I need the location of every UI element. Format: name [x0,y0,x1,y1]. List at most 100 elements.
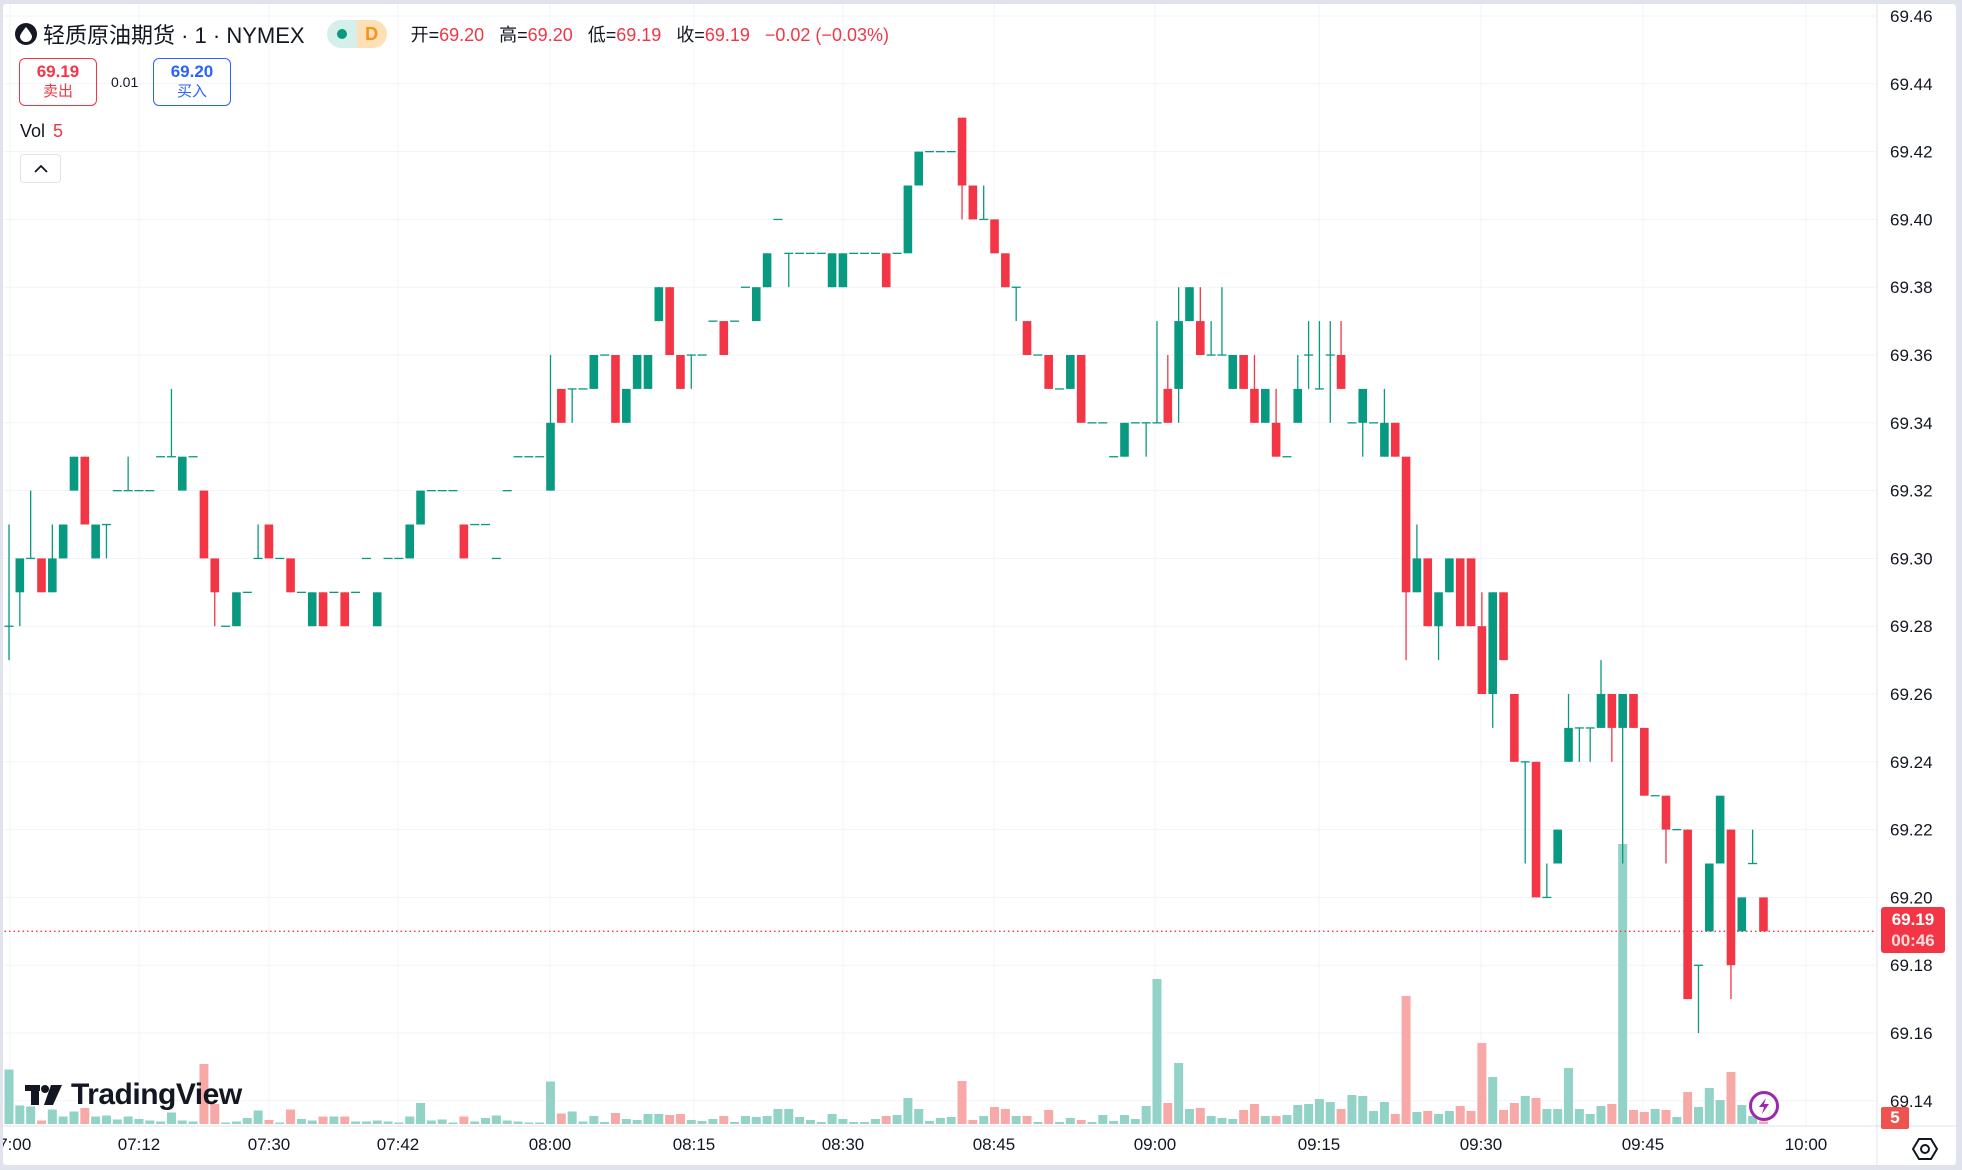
candle[interactable] [1434,592,1443,661]
candle[interactable] [1618,694,1627,864]
candle[interactable] [676,355,685,389]
candle[interactable] [600,354,610,356]
candle[interactable] [1120,422,1129,457]
candle[interactable] [1347,422,1357,424]
candle[interactable] [1510,694,1519,762]
candle[interactable] [816,252,826,254]
candle[interactable] [329,591,339,593]
candle[interactable] [622,388,631,423]
candle[interactable] [686,354,696,389]
candle[interactable] [296,591,306,593]
candle[interactable] [1282,456,1292,458]
candle[interactable] [502,490,512,492]
candle[interactable] [1239,355,1248,389]
candle[interactable] [762,253,772,288]
candle[interactable] [773,218,783,221]
candle[interactable] [881,253,891,288]
candle[interactable] [1001,253,1010,288]
candle[interactable] [1705,863,1714,932]
candle[interactable] [860,252,870,254]
candle[interactable] [405,524,415,559]
candle[interactable] [4,524,14,661]
candle[interactable] [643,355,653,389]
candle[interactable] [870,252,880,254]
candle[interactable] [91,524,100,559]
candle[interactable] [1380,388,1389,457]
candle[interactable] [1087,422,1097,424]
candle[interactable] [1369,422,1379,424]
candle[interactable] [101,523,111,559]
candle[interactable] [697,354,707,356]
candle[interactable] [1607,694,1617,762]
candle[interactable] [925,151,935,153]
candle[interactable] [1152,321,1162,424]
candle[interactable] [112,490,122,492]
candle[interactable] [1304,321,1314,389]
tradingview-logo[interactable]: TradingView [25,1078,242,1112]
candle[interactable] [1076,355,1086,423]
candle[interactable] [1174,287,1183,423]
candle[interactable] [459,524,469,559]
candle[interactable] [1109,456,1119,458]
candle[interactable] [1314,321,1324,390]
candle[interactable] [1499,592,1508,661]
candle[interactable] [524,456,534,458]
candle[interactable] [535,456,545,458]
candle[interactable] [589,355,599,389]
candle[interactable] [351,591,361,593]
candle[interactable] [416,490,425,525]
candle[interactable] [1163,355,1173,423]
candle[interactable] [1629,694,1638,728]
candle[interactable] [708,320,718,322]
candle[interactable] [1325,321,1335,423]
candle[interactable] [1564,694,1573,762]
candle[interactable] [979,185,989,221]
candle[interactable] [1715,795,1725,864]
candle[interactable] [513,456,523,458]
candle[interactable] [1693,964,1703,1033]
candle[interactable] [383,557,393,560]
candlestick-chart[interactable]: 69.46 69.44 69.42 69.40 69.38 69.36 69.34 69.32… [3,4,1956,1165]
candle[interactable] [1185,287,1194,322]
candle[interactable] [426,490,436,492]
candle[interactable] [37,558,46,593]
candle[interactable] [827,253,837,288]
candle[interactable] [491,557,501,560]
candle[interactable] [892,252,902,254]
candle[interactable] [849,252,859,254]
candle[interactable] [1585,727,1595,762]
candle[interactable] [578,388,588,390]
candle[interactable] [1488,592,1498,728]
candle[interactable] [567,388,577,423]
candle[interactable] [838,253,848,288]
candle[interactable] [946,151,956,153]
candle[interactable] [1596,660,1606,728]
candle[interactable] [372,592,382,627]
candle[interactable] [1531,761,1541,898]
market-status-pill[interactable]: D [326,20,387,48]
candle[interactable] [1672,829,1682,831]
candle[interactable] [740,286,750,288]
candle[interactable] [654,287,664,322]
candle[interactable] [1542,863,1552,899]
candle[interactable] [1098,422,1108,424]
candle[interactable] [470,523,480,526]
candle[interactable] [1336,321,1346,389]
candle[interactable] [1650,795,1660,797]
candle[interactable] [286,558,295,593]
volume-legend[interactable]: Vol 5 [20,121,63,142]
candle[interactable] [1390,422,1400,457]
candle[interactable] [1011,286,1021,322]
candle[interactable] [557,388,566,423]
candle[interactable] [1455,558,1465,627]
candle[interactable] [1683,829,1692,1000]
candle[interactable] [805,252,815,254]
candle[interactable] [1401,456,1411,661]
candle[interactable] [632,355,642,389]
candle[interactable] [1759,897,1768,932]
candle[interactable] [914,151,924,186]
candle[interactable] [730,320,740,322]
candle[interactable] [1726,829,1736,1000]
candle[interactable] [751,287,761,322]
candle[interactable] [253,524,263,560]
